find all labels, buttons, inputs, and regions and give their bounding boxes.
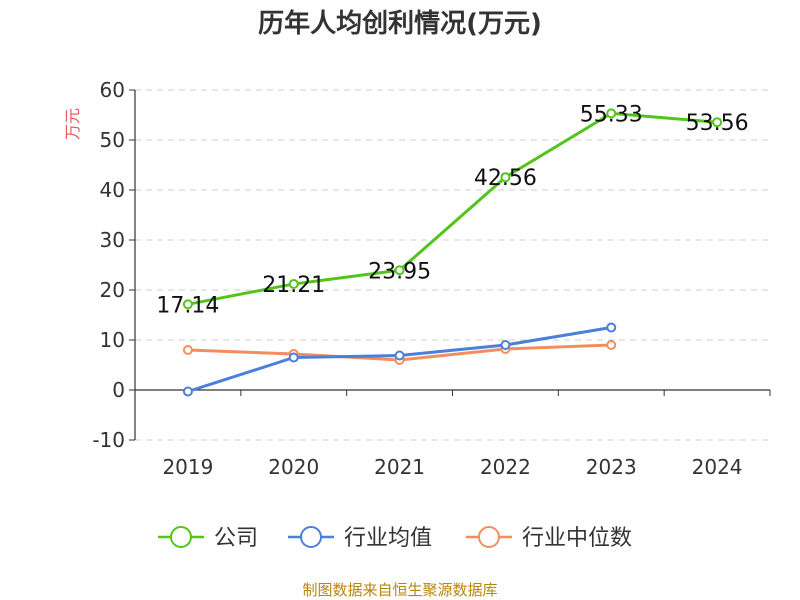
series-lines [182, 108, 723, 397]
grid-lines [135, 89, 770, 441]
legend-label: 行业中位数 [522, 526, 632, 551]
data-point [606, 340, 617, 350]
x-tick-label: 2019 [162, 455, 213, 479]
data-point [288, 278, 299, 289]
y-tick-label: -10 [92, 428, 125, 452]
data-point [500, 172, 511, 183]
legend-marker [300, 526, 322, 548]
data-label: 53.56 [686, 111, 749, 136]
data-point [182, 386, 193, 397]
x-tick-label: 2024 [692, 455, 743, 479]
data-label: 55.33 [580, 102, 643, 127]
data-point [606, 322, 617, 333]
y-tick-label: 20 [100, 278, 125, 302]
y-tick-label: 0 [112, 378, 125, 402]
data-point [606, 108, 617, 119]
data-point [500, 340, 511, 350]
legend-marker [170, 526, 192, 548]
x-tick-label: 2023 [586, 455, 637, 479]
y-tick-label: 50 [100, 128, 125, 152]
source-text: 制图数据来自恒生聚源数据库 [302, 581, 497, 599]
series-line [187, 111, 718, 306]
y-tick-label: 10 [100, 328, 125, 352]
data-label: 21.21 [262, 273, 325, 298]
data-point [182, 345, 193, 355]
x-tick-label: 2020 [268, 455, 319, 479]
legend-label: 公司 [214, 526, 258, 551]
x-tick-label: 2021 [374, 455, 425, 479]
data-label: 42.56 [474, 166, 537, 191]
legend: 公司 行业均值 行业中位数 [158, 526, 632, 551]
data-point [394, 350, 405, 361]
data-point [182, 299, 193, 310]
legend-marker [478, 526, 500, 548]
y-axis-unit-label: 万元 [63, 108, 82, 140]
y-tick-label: 60 [100, 78, 125, 102]
data-point [394, 265, 405, 276]
x-tick-label: 2022 [480, 455, 531, 479]
y-tick-label: 30 [100, 228, 125, 252]
data-point [288, 352, 299, 363]
data-point [712, 117, 723, 128]
axes: 60 50 40 30 20 10 0 -10 2019 2020 2021 2022 2023 2024 [92, 78, 771, 479]
data-label: 23.95 [368, 259, 431, 284]
legend-label: 行业均值 [344, 526, 432, 551]
data-label: 17.14 [156, 293, 219, 318]
chart-title: 历年人均创利情况(万元) [258, 8, 542, 39]
data-labels: 17.14 21.21 23.95 42.56 55.33 53.56 [156, 102, 748, 318]
y-tick-label: 40 [100, 178, 125, 202]
